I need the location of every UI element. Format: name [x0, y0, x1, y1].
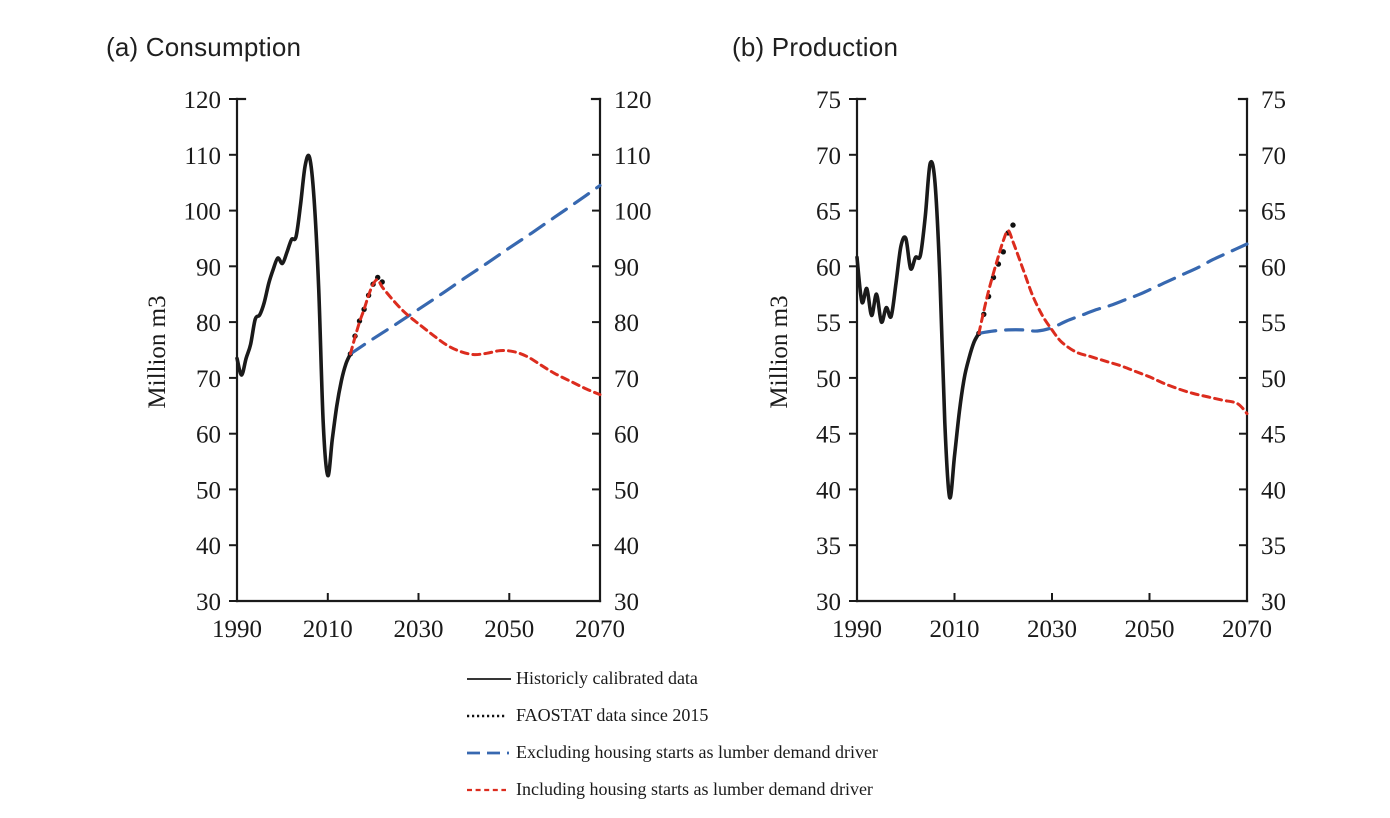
svg-text:100: 100: [184, 199, 222, 226]
svg-text:60: 60: [196, 422, 221, 449]
svg-text:75: 75: [1261, 87, 1286, 114]
svg-text:60: 60: [816, 254, 841, 281]
consumption-series-dashed-blue: [348, 183, 602, 356]
svg-text:45: 45: [816, 422, 841, 449]
svg-text:90: 90: [614, 254, 639, 281]
short-dash-line-swatch-icon: [467, 788, 506, 791]
consumption-axes: [235, 97, 602, 603]
svg-text:2050: 2050: [1125, 616, 1175, 643]
legend-label-including: Including housing starts as lumber deman…: [516, 779, 873, 799]
consumption-series-dashed-red: [348, 278, 602, 397]
legend-label-faostat: FAOSTAT data since 2015: [516, 705, 709, 725]
svg-text:120: 120: [614, 87, 652, 114]
consumption-series-solid-black: [235, 153, 353, 478]
svg-text:40: 40: [614, 533, 639, 560]
svg-text:1990: 1990: [212, 616, 262, 643]
svg-text:110: 110: [184, 143, 221, 170]
svg-text:60: 60: [1261, 254, 1286, 281]
svg-text:55: 55: [816, 310, 841, 337]
svg-text:65: 65: [1261, 199, 1286, 226]
svg-text:35: 35: [816, 533, 841, 560]
svg-text:120: 120: [184, 87, 222, 114]
long-dash-line-swatch-icon: [467, 751, 509, 754]
panel-b-title: (b) Production: [732, 32, 899, 62]
svg-text:40: 40: [196, 533, 221, 560]
svg-text:2030: 2030: [394, 616, 444, 643]
svg-text:80: 80: [196, 310, 221, 337]
production-plot: 30 30 35 35 40 40 45 45 50 50 55 55 60 60 65 65 70 70 75 75…: [816, 87, 1286, 643]
legend: Historicly calibrated data FAOSTAT data …: [465, 660, 878, 808]
svg-text:2030: 2030: [1027, 616, 1077, 643]
legend-item-excluding: Excluding housing starts as lumber deman…: [465, 734, 878, 771]
svg-text:90: 90: [196, 254, 221, 281]
svg-text:40: 40: [1261, 477, 1286, 504]
svg-text:2070: 2070: [1222, 616, 1272, 643]
svg-text:50: 50: [196, 477, 221, 504]
consumption-ticks: [229, 98, 600, 602]
svg-text:50: 50: [614, 477, 639, 504]
svg-text:70: 70: [816, 143, 841, 170]
svg-text:40: 40: [816, 477, 841, 504]
production-ticks: [849, 98, 1247, 602]
svg-text:2070: 2070: [575, 616, 625, 643]
consumption-series-dotted-black: [347, 274, 385, 357]
production-series-dashed-red: [977, 229, 1249, 416]
svg-text:30: 30: [816, 589, 841, 616]
svg-text:50: 50: [1261, 366, 1286, 393]
svg-text:55: 55: [1261, 310, 1286, 337]
svg-text:2010: 2010: [303, 616, 353, 643]
svg-text:60: 60: [614, 422, 639, 449]
svg-text:2050: 2050: [484, 616, 534, 643]
panel-a-title: (a) Consumption: [106, 32, 302, 62]
svg-text:45: 45: [1261, 422, 1286, 449]
legend-label-historical: Historicly calibrated data: [516, 668, 698, 688]
legend-item-historical: Historicly calibrated data: [465, 660, 878, 697]
svg-text:50: 50: [816, 366, 841, 393]
svg-text:100: 100: [614, 199, 652, 226]
svg-text:35: 35: [1261, 533, 1286, 560]
legend-item-faostat: FAOSTAT data since 2015: [465, 697, 878, 734]
svg-text:80: 80: [614, 310, 639, 337]
svg-text:110: 110: [614, 143, 651, 170]
svg-text:1990: 1990: [832, 616, 882, 643]
svg-text:30: 30: [614, 589, 639, 616]
production-tick-labels: 30 30 35 35 40 40 45 45 50 50 55 55 60 60 65 65 70 70 75 75…: [816, 87, 1286, 643]
consumption-tick-labels: 30 30 40 40 50 50 60 60 70 70 80 80 90 90 100 100 110 110…: [184, 87, 652, 643]
production-series-solid-black: [855, 159, 981, 500]
svg-text:30: 30: [196, 589, 221, 616]
dotted-line-swatch-icon: [467, 714, 507, 717]
svg-text:2010: 2010: [930, 616, 980, 643]
legend-label-excluding: Excluding housing starts as lumber deman…: [516, 742, 878, 762]
production-series-dashed-blue: [977, 242, 1249, 335]
svg-text:65: 65: [816, 199, 841, 226]
svg-text:30: 30: [1261, 589, 1286, 616]
svg-text:70: 70: [196, 366, 221, 393]
svg-text:75: 75: [816, 87, 841, 114]
production-axes: [855, 97, 1249, 603]
legend-item-including: Including housing starts as lumber deman…: [465, 771, 878, 808]
svg-text:70: 70: [1261, 143, 1286, 170]
consumption-plot: 30 30 40 40 50 50 60 60 70 70 80 80 90 90 100 100 110 110…: [184, 87, 652, 643]
svg-text:70: 70: [614, 366, 639, 393]
solid-line-swatch-icon: [467, 677, 511, 680]
